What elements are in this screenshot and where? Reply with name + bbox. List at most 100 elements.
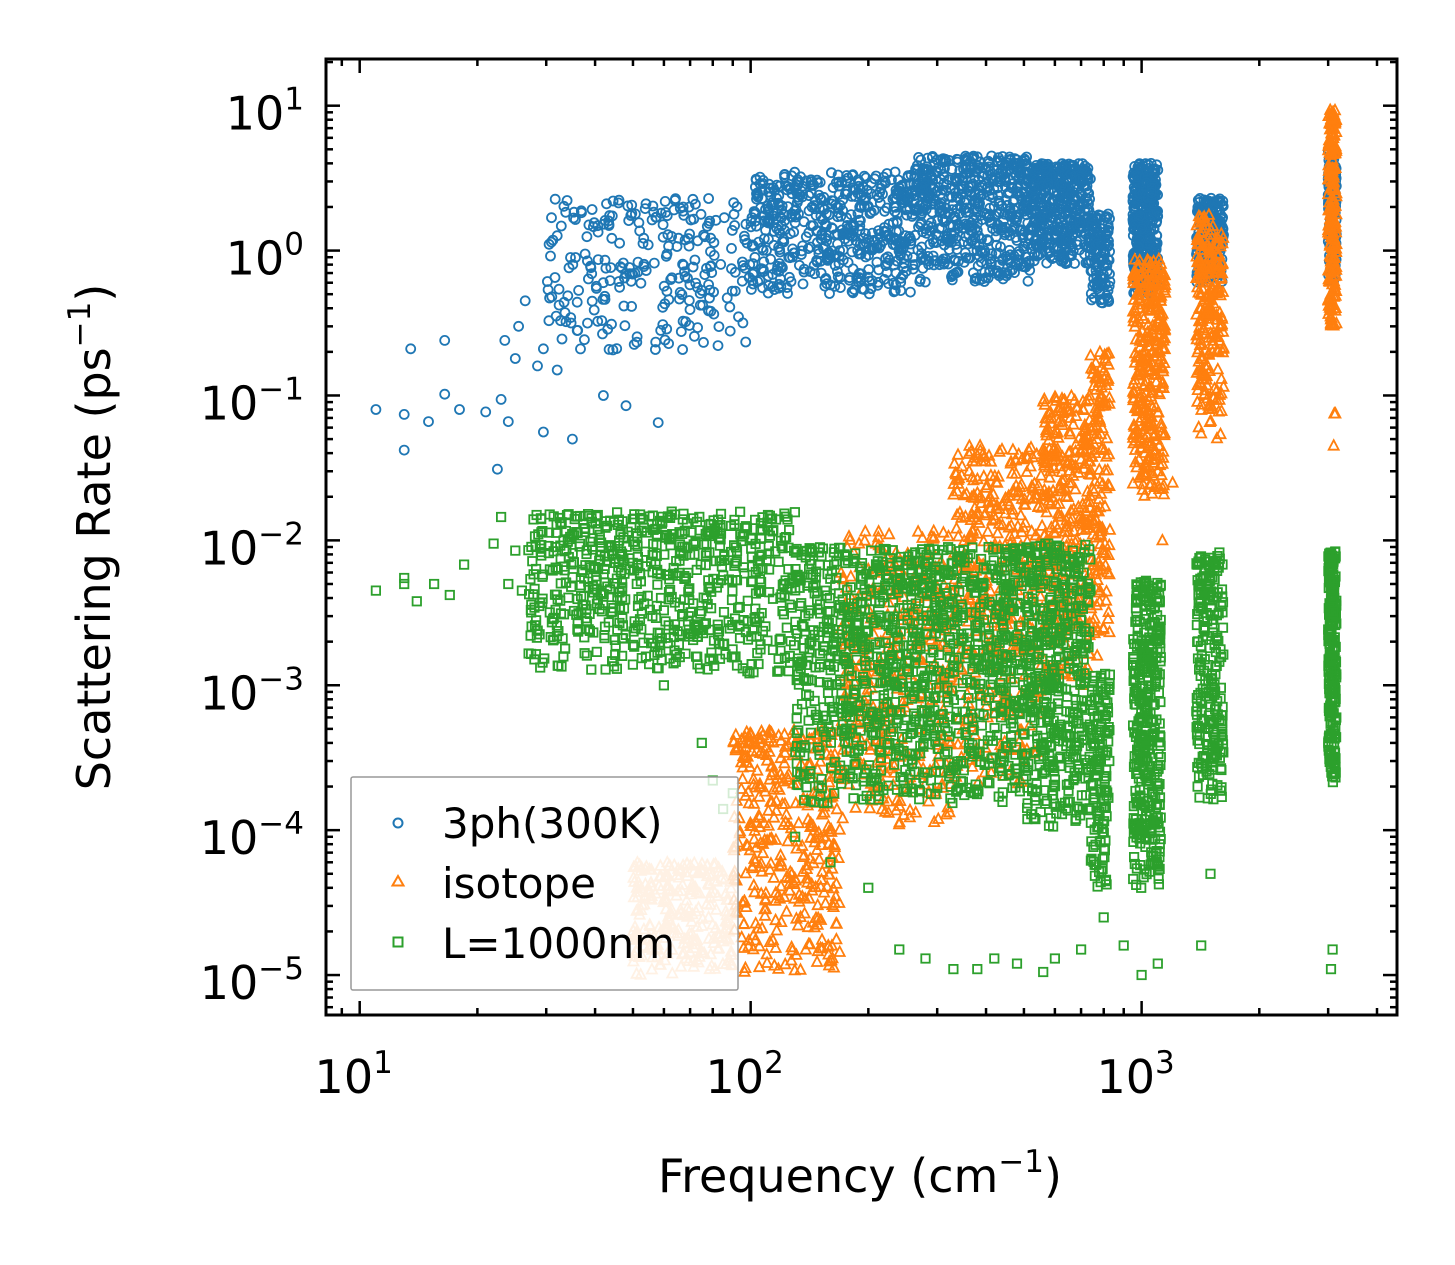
3ph-point [974, 198, 985, 209]
3ph-point [592, 315, 604, 327]
3ph-point [677, 258, 688, 270]
3ph-point [836, 176, 848, 188]
3ph-point [833, 176, 845, 188]
3ph-point [519, 295, 531, 307]
3ph-point [650, 344, 661, 355]
isotope-point [802, 936, 816, 950]
3ph-point [499, 334, 511, 346]
3ph-point [961, 152, 972, 164]
3ph-point [944, 220, 956, 232]
3ph-point [736, 275, 748, 287]
3ph-point [599, 254, 611, 266]
3ph-point [891, 255, 903, 267]
3ph-point [898, 193, 910, 205]
3ph-point [708, 249, 720, 261]
isotope-point [1068, 481, 1082, 495]
3ph-point [915, 154, 927, 166]
3ph-point [872, 279, 884, 291]
3ph-point [616, 262, 628, 274]
isotope-point [1014, 507, 1028, 521]
isotope-point [1084, 348, 1098, 361]
3ph-point [867, 227, 878, 239]
3ph-point [999, 172, 1011, 184]
3ph-point [671, 241, 683, 252]
3ph-point [1009, 267, 1020, 279]
3ph-point [562, 290, 574, 302]
3ph-point [626, 208, 638, 219]
3ph-point [841, 175, 852, 187]
3ph-point [938, 178, 950, 190]
3ph-point [1004, 229, 1016, 241]
3ph-point [890, 201, 902, 213]
3ph-point [657, 219, 669, 231]
3ph-point [677, 344, 688, 355]
3ph-point [669, 194, 681, 206]
3ph-point [740, 218, 752, 230]
3ph-point [951, 244, 963, 255]
3ph-point [567, 259, 579, 270]
3ph-point [952, 192, 964, 204]
3ph-point [575, 205, 587, 217]
3ph-point [652, 417, 664, 429]
3ph-point [675, 326, 687, 338]
3ph-point [865, 206, 877, 218]
isotope-point [788, 962, 802, 976]
3ph-point [894, 241, 906, 252]
3ph-point [1022, 275, 1034, 287]
3ph-point [805, 174, 817, 186]
3ph-point [679, 266, 690, 278]
3ph-point [567, 433, 578, 445]
3ph-point [579, 334, 590, 346]
3ph-point [630, 208, 641, 220]
3ph-point [439, 334, 451, 346]
3ph-point [983, 235, 995, 247]
3ph-point [846, 170, 858, 181]
3ph-point [869, 173, 880, 185]
3ph-point [824, 288, 835, 299]
3ph-point [579, 248, 591, 260]
3ph-point [826, 167, 837, 179]
3ph-point [904, 179, 916, 190]
3ph-point [370, 404, 382, 415]
isotope-point [1214, 371, 1228, 384]
3ph-point [993, 152, 1004, 164]
3ph-point [689, 254, 701, 266]
3ph-point [815, 210, 827, 222]
3ph-point [729, 266, 741, 278]
3ph-point [679, 270, 691, 282]
3ph-point [586, 204, 598, 215]
3ph-point [553, 283, 565, 295]
3ph-point [398, 444, 410, 456]
isotope-point [1137, 488, 1151, 501]
3ph-point [929, 195, 941, 207]
3ph-point [684, 228, 695, 240]
3ph-point [808, 200, 820, 211]
3ph-point [837, 254, 849, 266]
3ph-point [747, 268, 759, 280]
3ph-point [749, 251, 761, 263]
3ph-point [546, 236, 557, 248]
3ph-point [704, 292, 715, 304]
3ph-point [917, 181, 928, 193]
3ph-point [674, 286, 686, 298]
isotope-point [936, 525, 950, 538]
3ph-point [750, 181, 761, 193]
isotope-point [736, 771, 750, 784]
3ph-point [748, 206, 760, 217]
3ph-point [555, 315, 566, 327]
3ph-point [888, 286, 900, 298]
3ph-point [692, 322, 703, 334]
3ph-point [934, 259, 945, 271]
3ph-point [495, 393, 507, 405]
3ph-point [553, 299, 565, 311]
3ph-point [632, 266, 644, 278]
3ph-point [997, 255, 1008, 266]
3ph-point [836, 224, 848, 236]
3ph-point [687, 261, 699, 273]
3ph-point [931, 167, 943, 179]
3ph-point [737, 256, 748, 268]
3ph-point [614, 237, 625, 249]
3ph-point [915, 273, 926, 285]
3ph-point [662, 229, 674, 241]
3ph-point [751, 220, 762, 232]
